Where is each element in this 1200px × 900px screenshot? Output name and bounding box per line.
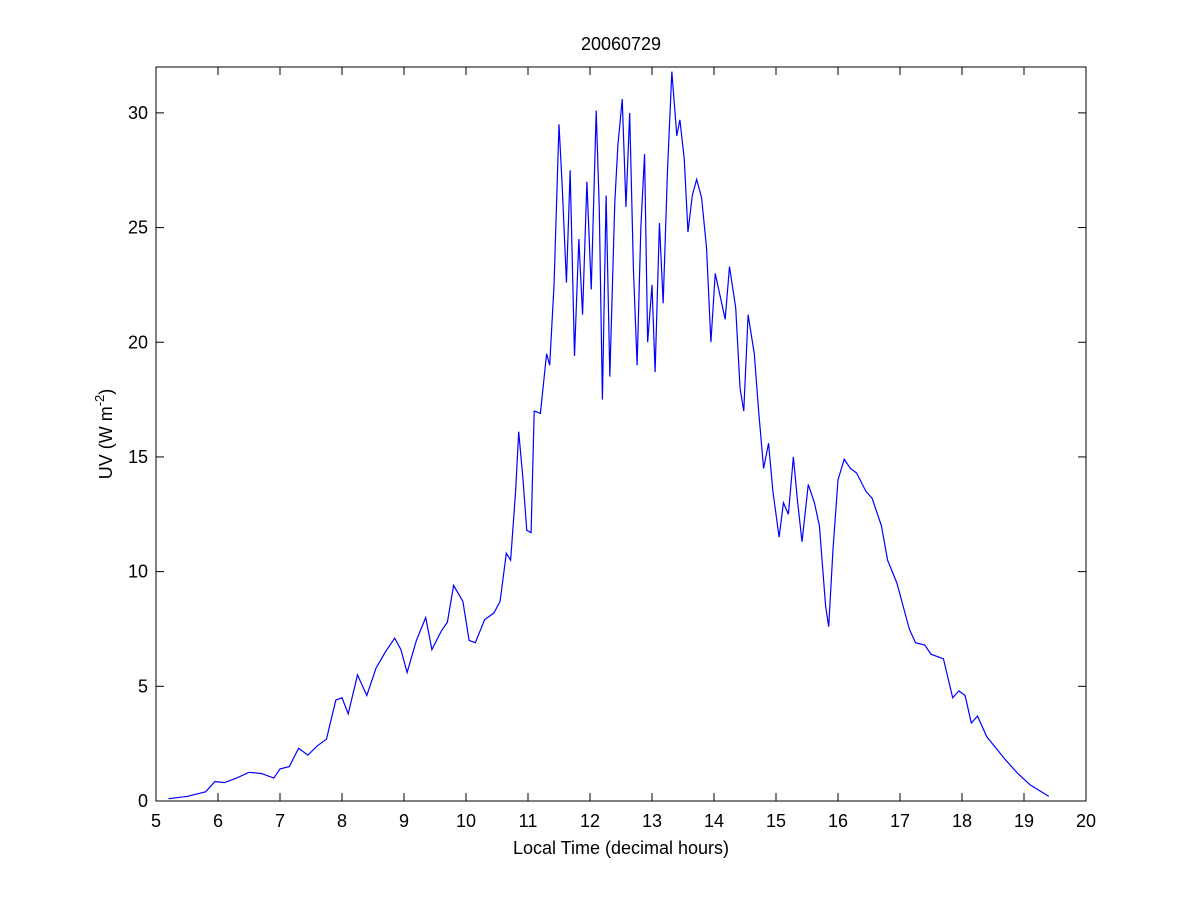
y-axis-label: UV (W m-2) — [92, 389, 116, 480]
y-tick-label: 30 — [128, 103, 148, 123]
x-tick-label: 8 — [337, 811, 347, 831]
x-tick-label: 18 — [952, 811, 972, 831]
chart-title: 20060729 — [581, 34, 661, 54]
x-tick-label: 12 — [580, 811, 600, 831]
x-tick-label: 17 — [890, 811, 910, 831]
x-tick-label: 6 — [213, 811, 223, 831]
y-tick-label: 10 — [128, 562, 148, 582]
x-tick-label: 9 — [399, 811, 409, 831]
x-tick-label: 15 — [766, 811, 786, 831]
y-label-end: ) — [96, 389, 116, 395]
y-tick-label: 5 — [138, 676, 148, 696]
x-axis-label: Local Time (decimal hours) — [513, 838, 729, 858]
x-tick-label: 16 — [828, 811, 848, 831]
x-tick-label: 11 — [519, 811, 538, 831]
data-line — [168, 71, 1050, 800]
y-label-main: UV (W m — [96, 406, 116, 479]
x-tick-label: 20 — [1076, 811, 1096, 831]
y-tick-label: 0 — [138, 791, 148, 811]
x-tick-label: 19 — [1014, 811, 1034, 831]
x-tick-label: 7 — [275, 811, 285, 831]
x-tick-label: 13 — [642, 811, 662, 831]
y-tick-label: 25 — [128, 218, 148, 238]
x-tick-label: 5 — [151, 811, 161, 831]
x-tick-label: 10 — [456, 811, 476, 831]
x-tick-label: 14 — [704, 811, 724, 831]
y-label-sup: -2 — [92, 395, 107, 407]
axes-box — [155, 66, 1087, 802]
y-tick-label: 15 — [128, 447, 148, 467]
y-tick-label: 20 — [128, 332, 148, 352]
